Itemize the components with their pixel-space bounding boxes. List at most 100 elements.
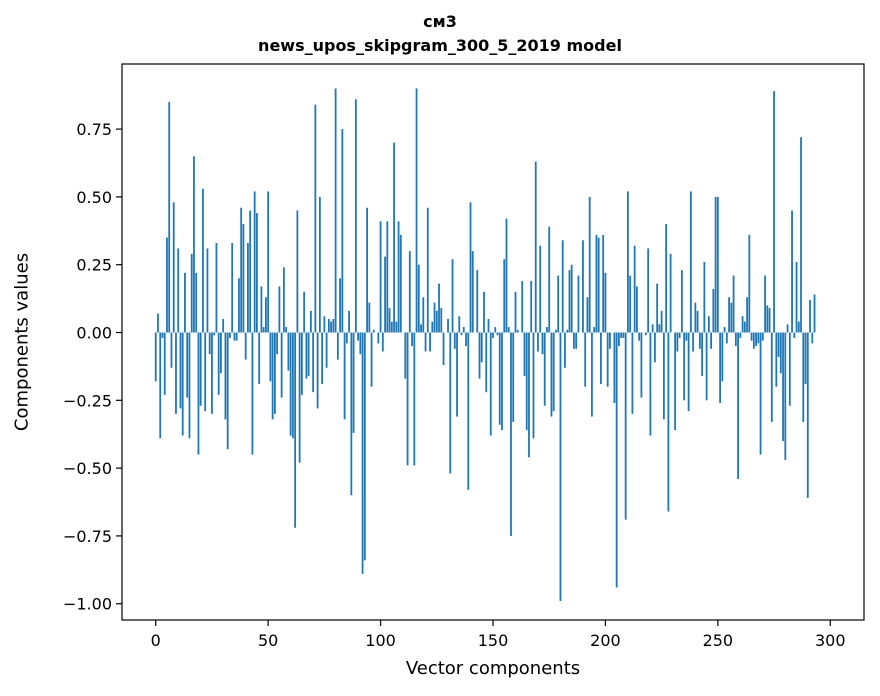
x-tick-label: 200 [590,631,621,650]
bar-206 [618,332,620,347]
bar-226 [662,332,665,420]
bar-3 [161,332,164,338]
bar-275 [773,91,775,333]
y-tick-label: 0.50 [76,188,112,207]
bar-96 [370,332,373,387]
bar-100 [379,221,382,333]
bar-266 [752,332,755,349]
bar-115 [413,332,416,466]
bar-154 [501,332,503,431]
bar-269 [759,332,762,455]
bar-97 [372,329,375,333]
bar-210 [627,191,629,333]
bar-172 [541,332,544,355]
bar-80 [334,88,337,333]
bar-187 [575,332,578,349]
bar-54 [276,332,279,355]
bar-63 [296,210,299,333]
bar-236 [685,332,688,341]
bar-258 [734,332,737,347]
bar-212 [631,332,634,414]
bar-185 [570,264,573,333]
bar-169 [534,161,537,333]
bar-114 [411,332,413,347]
bar-56 [280,332,283,398]
bar-134 [456,332,458,417]
bar-199 [602,234,605,333]
x-tick-label: 50 [258,631,278,650]
bar-29 [220,332,222,374]
bar-131 [449,332,452,474]
bar-101 [381,332,384,352]
bar-111 [404,332,407,379]
bar-257 [732,275,735,333]
bar-261 [741,316,744,333]
bar-157 [507,327,510,333]
bar-137 [462,327,465,333]
bar-73 [318,196,321,333]
bar-128 [442,332,445,366]
bar-280 [784,332,787,460]
bar-234 [680,270,683,333]
bar-292 [811,332,814,344]
bar-74 [321,332,324,385]
bar-213 [633,245,636,333]
bar-40 [244,332,247,360]
bar-121 [426,207,429,333]
bar-177 [552,332,555,412]
bar-141 [471,251,474,333]
bar-51 [269,332,272,382]
bar-84 [343,332,346,420]
bar-139 [467,332,470,490]
bar-193 [588,196,591,333]
bar-260 [739,332,742,338]
bar-285 [795,261,798,333]
bar-291 [809,299,811,333]
bar-132 [451,259,454,333]
bar-50 [267,191,270,333]
bar-33 [229,332,231,338]
bar-160 [514,291,517,333]
x-tick-label: 150 [478,631,509,650]
bar-12 [181,332,184,436]
y-tick-label: −0.25 [63,391,112,410]
bar-127 [440,308,443,333]
bar-256 [730,302,733,333]
bar-38 [240,207,243,333]
bar-148 [487,318,490,333]
bar-207 [620,332,623,338]
bar-279 [782,332,784,441]
bar-71 [314,104,317,333]
bar-262 [743,321,746,333]
bar-250 [716,196,719,333]
bar-194 [591,332,593,417]
y-axis-label: Components values [11,252,33,432]
bar-65 [300,332,303,395]
bar-270 [761,332,764,341]
bar-13 [184,272,186,333]
bar-57 [282,267,285,333]
bar-147 [485,332,488,393]
bar-281 [786,324,789,333]
bar-36 [235,332,238,341]
bar-27 [215,243,218,333]
bar-196 [595,234,598,333]
bar-77 [327,318,330,333]
bar-204 [613,332,616,404]
bar-146 [483,291,485,333]
bar-18 [195,272,198,333]
bar-227 [665,224,668,333]
bar-45 [256,213,258,333]
bar-106 [393,142,395,333]
bar-126 [438,283,440,333]
bar-293 [813,294,816,333]
bar-23 [206,248,209,333]
bar-91 [359,332,362,355]
bar-120 [424,332,427,352]
bar-108 [397,221,400,333]
bar-152 [496,332,499,336]
bar-99 [377,332,380,344]
bar-283 [791,210,793,333]
bar-174 [546,327,548,333]
